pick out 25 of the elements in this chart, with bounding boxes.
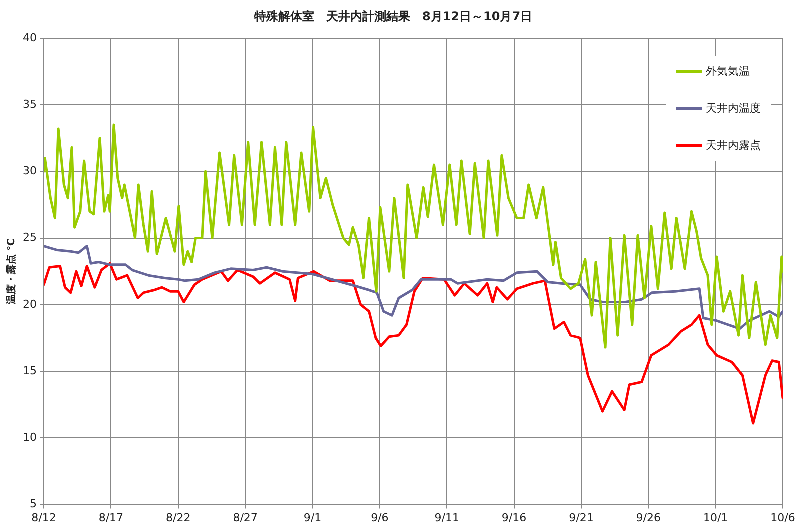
x-tick-label: 9/6 xyxy=(371,511,389,524)
y-tick-label: 5 xyxy=(30,498,37,511)
x-tick-label: 9/16 xyxy=(502,511,527,524)
y-axis-title: 温度・露点 ℃ xyxy=(6,238,18,306)
y-tick-label: 30 xyxy=(22,164,37,178)
y-tick-label: 40 xyxy=(22,31,37,44)
y-tick-label: 20 xyxy=(22,298,37,311)
y-tick-label: 35 xyxy=(22,98,37,111)
y-tick-label: 15 xyxy=(22,364,37,378)
y-tick-label: 10 xyxy=(22,431,37,444)
chart-title: 特殊解体室 天井内計測結果 8月12日～10月7日 xyxy=(253,9,533,24)
x-tick-label: 8/17 xyxy=(98,511,124,524)
x-tick-label: 9/1 xyxy=(304,511,322,524)
x-tick-label: 9/26 xyxy=(636,511,661,524)
legend-label: 天井内露点 xyxy=(706,138,761,153)
x-tick-label: 8/22 xyxy=(166,511,191,524)
x-tick-label: 10/6 xyxy=(770,511,796,524)
legend-label: 天井内温度 xyxy=(706,101,761,116)
y-tick-label: 25 xyxy=(22,231,37,244)
x-tick-label: 9/11 xyxy=(434,511,460,524)
x-tick-label: 10/1 xyxy=(703,511,728,524)
legend-label: 外気気温 xyxy=(706,64,750,79)
x-tick-label: 8/27 xyxy=(233,511,258,524)
x-tick-label: 8/12 xyxy=(32,511,56,524)
x-tick-label: 9/21 xyxy=(569,511,594,524)
